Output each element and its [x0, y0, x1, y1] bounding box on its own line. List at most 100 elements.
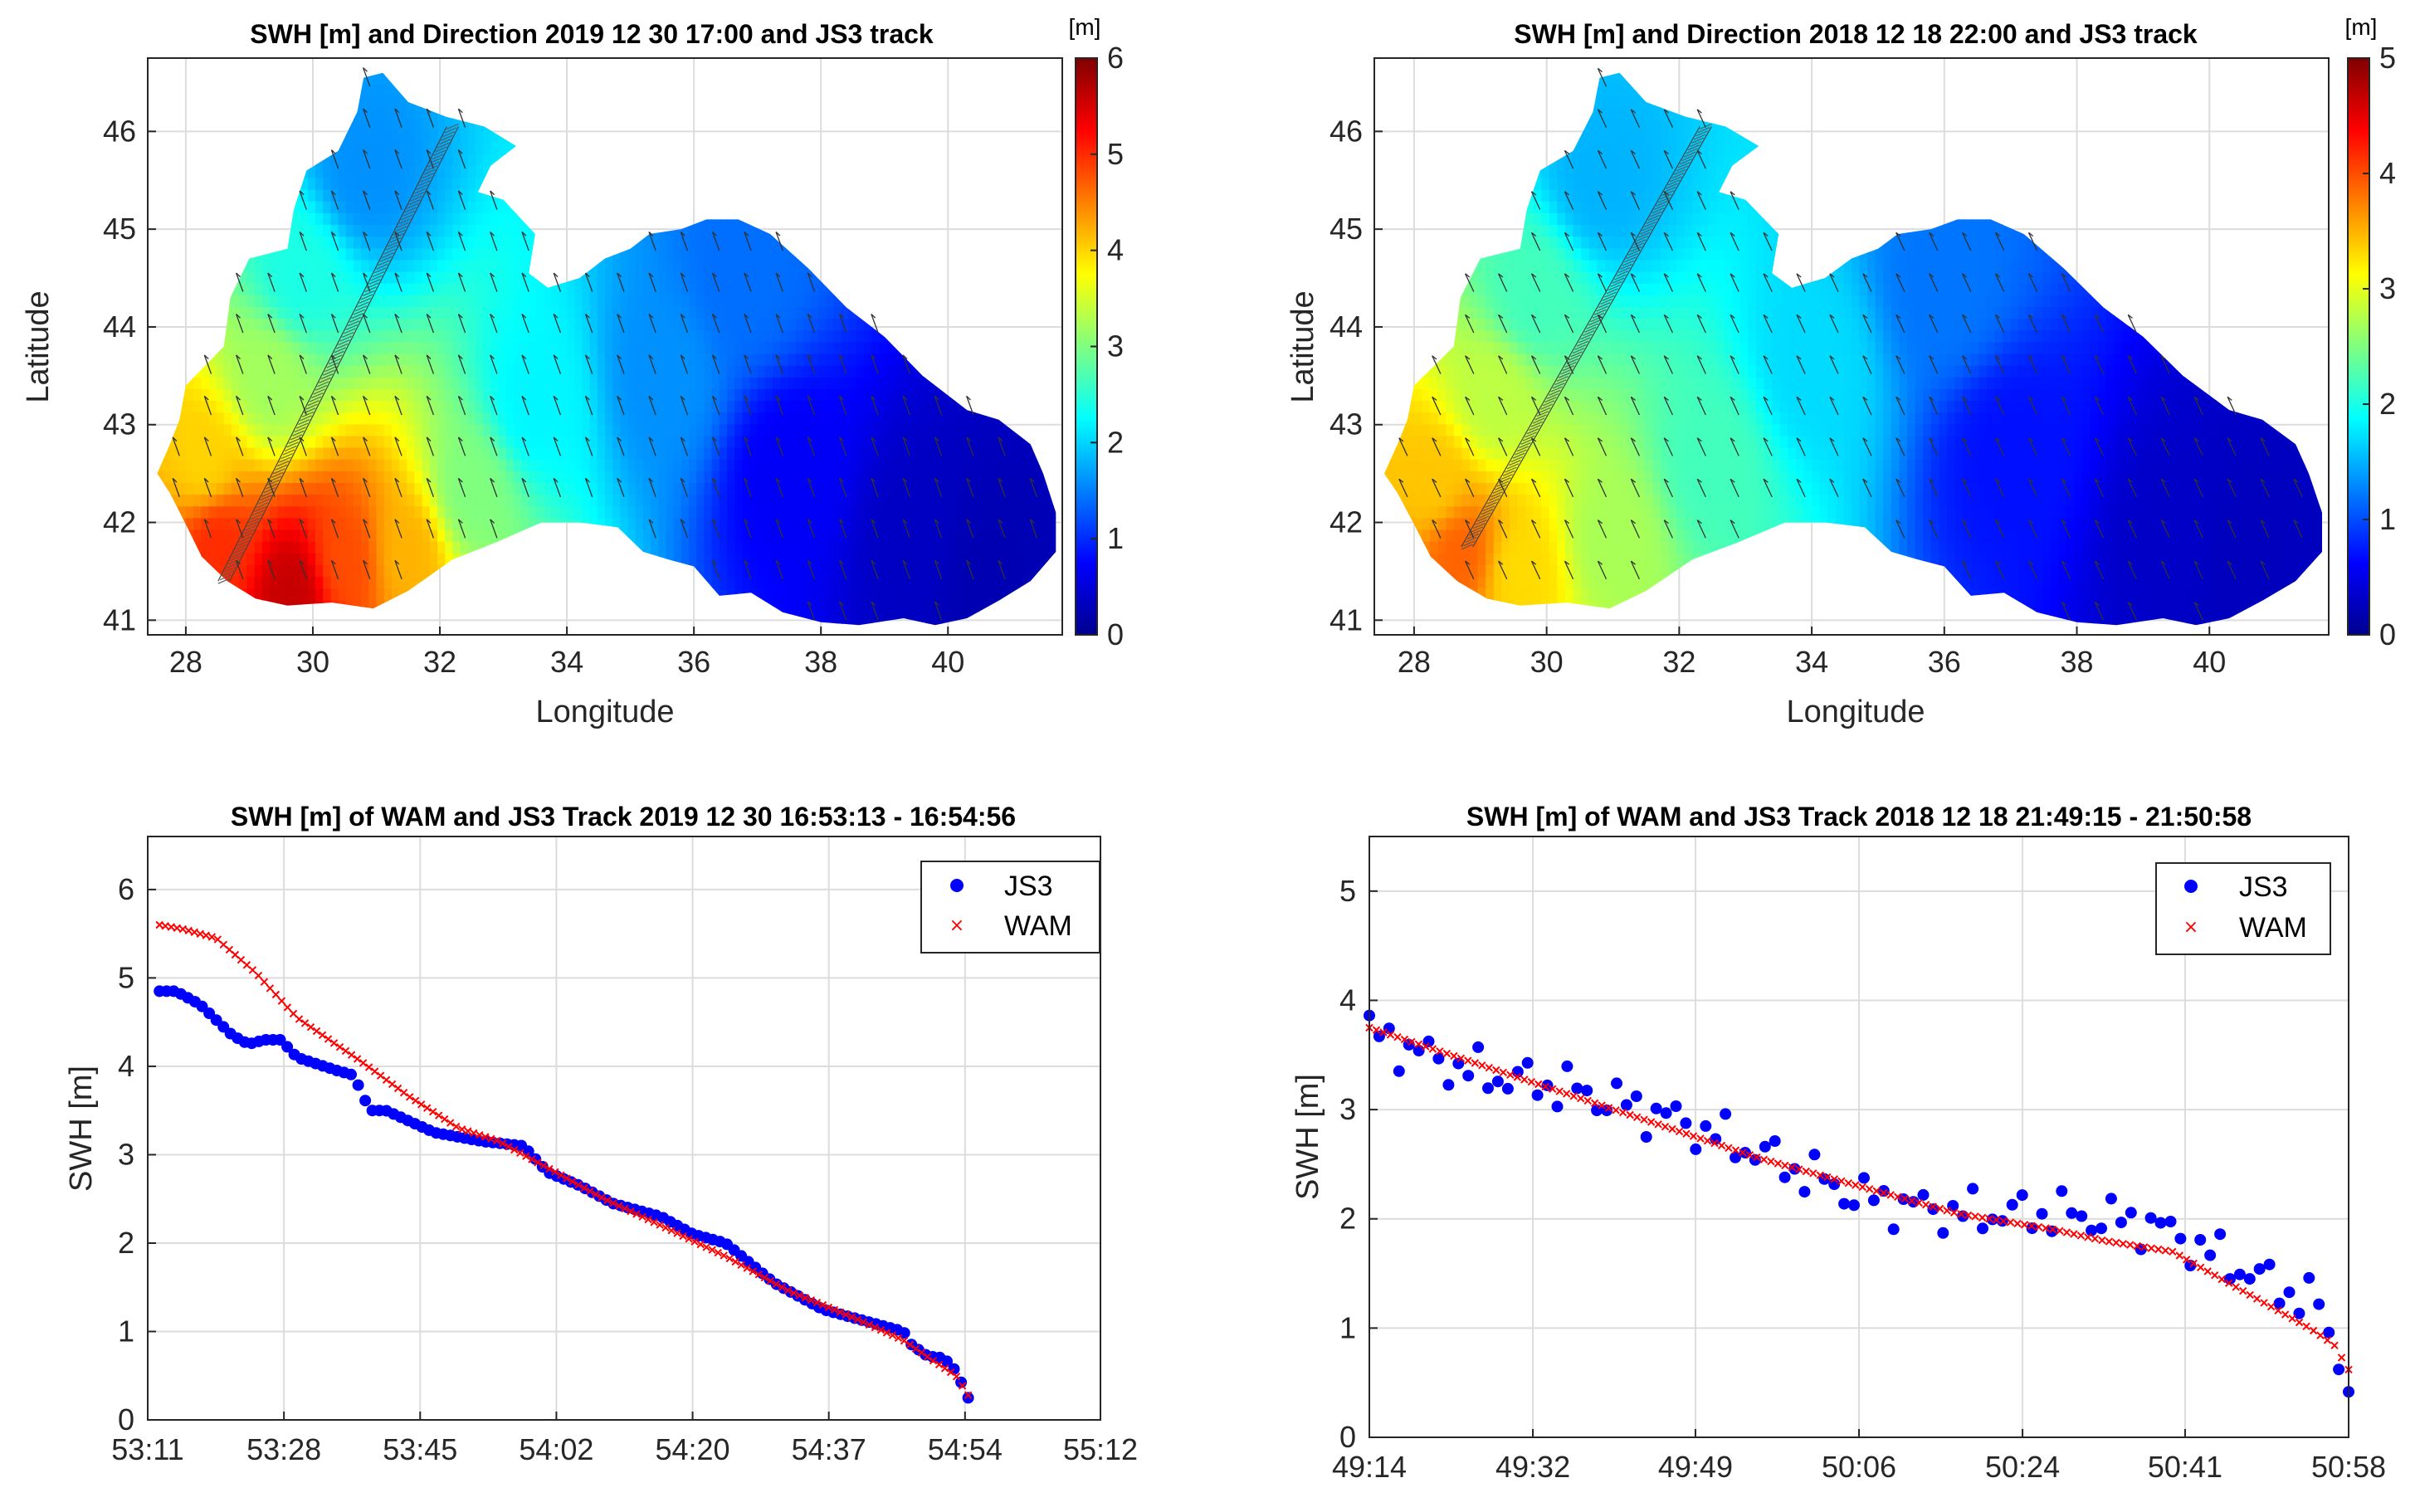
map1-title: SWH [m] and Direction 2019 12 30 17:00 a…: [250, 19, 934, 49]
map1-field-cell: [383, 247, 393, 261]
map1-field-cell: [338, 353, 347, 366]
map1-field-cell: [354, 236, 362, 249]
map1-field-cell: [239, 517, 248, 530]
map1-field-cell: [642, 459, 651, 471]
map1-field-cell: [780, 505, 789, 519]
map1-field-cell: [582, 400, 591, 413]
map1-field-cell: [361, 400, 370, 413]
map1-field-cell: [856, 318, 865, 331]
map1-field-cell: [864, 400, 873, 413]
map1-field-cell: [734, 564, 744, 578]
map1-field-cell: [780, 588, 789, 601]
map1-field-cell: [559, 471, 568, 483]
map1-field-cell: [391, 201, 400, 213]
map1-field-cell: [330, 529, 339, 542]
map1-field-cell: [642, 400, 651, 413]
map1-field-cell: [445, 142, 454, 155]
map1-field-cell: [551, 446, 560, 460]
map1-field-cell: [300, 271, 309, 284]
map1-field-cell: [551, 482, 560, 495]
map1-field-cell: [292, 282, 301, 295]
map1-field-cell: [437, 529, 446, 542]
map1-field-cell: [589, 435, 598, 448]
map1-field-cell: [848, 529, 857, 542]
map1-field-cell: [559, 295, 568, 307]
map1-field-cell: [689, 494, 697, 507]
map1-field-cell: [734, 529, 744, 542]
map1-field-cell: [567, 377, 576, 389]
map1-field-cell: [513, 494, 522, 507]
map1-field-cell: [803, 364, 812, 378]
map1-field-cell: [757, 247, 766, 261]
map1-field-cell: [300, 259, 309, 272]
map1-field-cell: [704, 353, 713, 366]
map1-field-cell: [354, 564, 362, 578]
map1-field-cell: [780, 247, 789, 261]
map1-field-cell: [848, 446, 857, 460]
map1-field-cell: [681, 341, 690, 354]
map1-field-cell: [452, 540, 461, 554]
map1-field-cell: [437, 247, 446, 261]
map1-field-cell: [368, 553, 378, 565]
map1-field-cell: [232, 423, 240, 437]
map1-field-cell: [513, 295, 522, 307]
map1-field-cell: [383, 177, 393, 190]
map1-field-cell: [354, 553, 362, 565]
map1-field-cell: [810, 341, 819, 354]
map1-field-cell: [544, 446, 553, 460]
map1-field-cell: [354, 400, 362, 413]
map1-field-cell: [490, 142, 500, 155]
map1-field-cell: [635, 318, 644, 331]
map1-field-cell: [338, 494, 347, 507]
map1-field-cell: [323, 247, 332, 261]
map1-field-cell: [810, 400, 819, 413]
map1-field-cell: [254, 471, 263, 483]
map1-field-cell: [361, 142, 370, 155]
map1-field-cell: [467, 400, 476, 413]
map1-field-cell: [848, 494, 857, 507]
map1-field-cell: [681, 435, 690, 448]
map1-field-cell: [666, 505, 675, 519]
map1-field-cell: [467, 459, 476, 471]
map1-field-cell: [232, 377, 240, 389]
map1-field-cell: [354, 482, 362, 495]
map1-field-cell: [429, 212, 438, 225]
map1-field-cell: [841, 459, 850, 471]
map1-field-cell: [330, 353, 339, 366]
map1-field-cell: [673, 540, 682, 554]
map1-field-cell: [345, 318, 354, 331]
map1-field-cell: [254, 341, 263, 354]
map1-field-cell: [429, 177, 438, 190]
map1-field-cell: [490, 329, 500, 343]
map1-field-cell: [734, 471, 744, 483]
map1-field-cell: [605, 388, 613, 402]
map1-field-cell: [422, 388, 431, 402]
map1-field-cell: [673, 412, 682, 425]
map1-field-cell: [277, 259, 286, 272]
map1-field-cell: [277, 505, 286, 519]
map1-field-cell: [764, 435, 773, 448]
map1-field-cell: [505, 505, 515, 519]
map1-field-cell: [368, 247, 378, 261]
map1-field-cell: [223, 318, 232, 331]
map1-field-cell: [673, 553, 682, 565]
map1-field-cell: [666, 318, 675, 331]
map1-field-cell: [704, 564, 713, 578]
map1-field-cell: [475, 142, 484, 155]
map1-field-cell: [620, 247, 629, 261]
map1-field-cell: [719, 247, 728, 261]
map1-field-cell: [597, 494, 606, 507]
map1-field-cell: [414, 341, 423, 354]
map1-field-cell: [292, 388, 301, 402]
map1-field-cell: [445, 435, 454, 448]
map1-field-cell: [605, 459, 613, 471]
map1-field-cell: [376, 154, 385, 167]
map1-field-cell: [620, 505, 629, 519]
map1-field-cell: [696, 224, 705, 237]
map1-field-cell: [681, 400, 690, 413]
map1-field-cell: [338, 423, 347, 437]
map1-field-cell: [521, 271, 529, 284]
map1-field-cell: [407, 553, 416, 565]
map1-field-cell: [742, 564, 751, 578]
map1-field-cell: [345, 388, 354, 402]
